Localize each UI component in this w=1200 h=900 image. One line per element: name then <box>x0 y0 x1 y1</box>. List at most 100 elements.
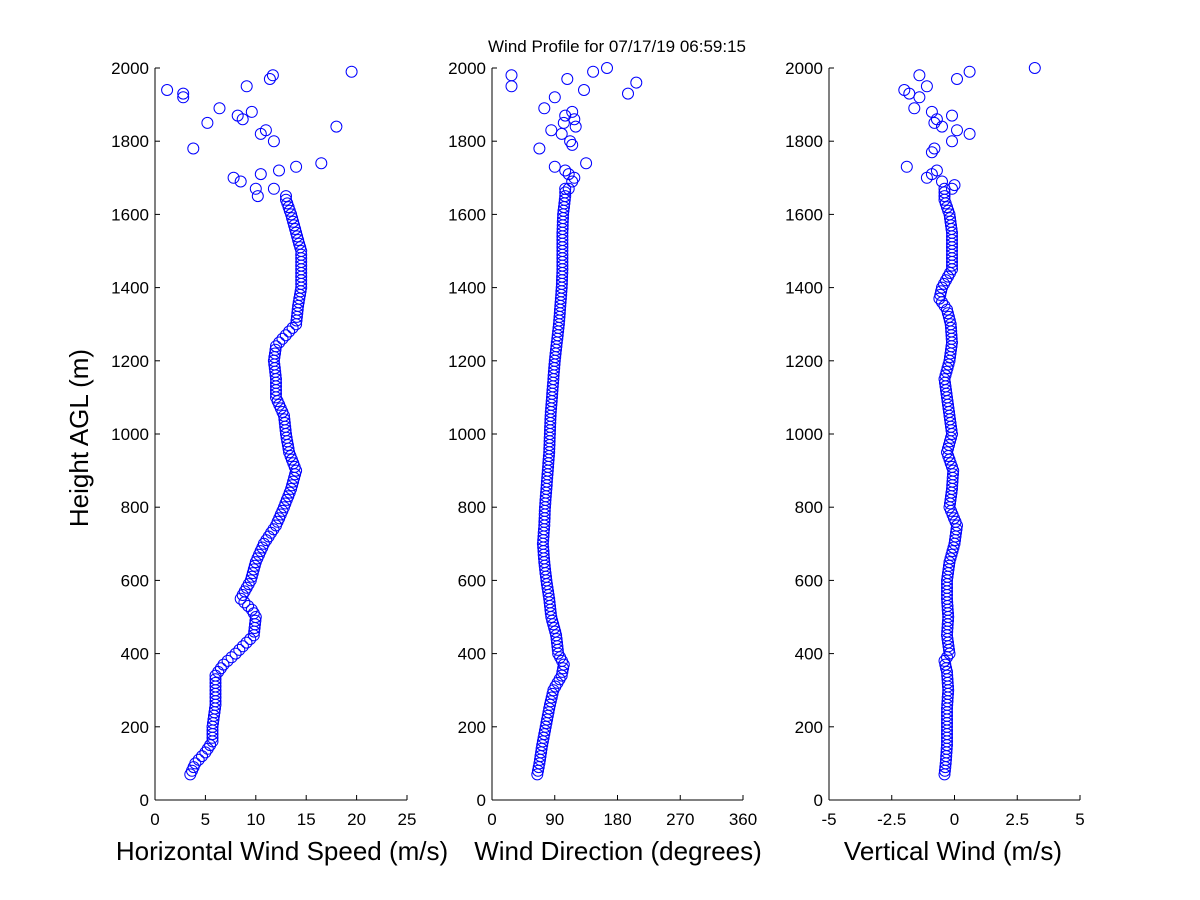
speed-data-point <box>280 190 292 203</box>
speed-data-point <box>233 643 246 656</box>
speed-x-tick-label: 0 <box>150 810 159 829</box>
speed-data-point <box>292 234 305 246</box>
direction-data-point <box>505 69 518 82</box>
vertical-data-point <box>947 541 960 554</box>
direction-y-tick-label: 1000 <box>448 425 486 444</box>
speed-data-point <box>177 91 190 104</box>
speed-data-point <box>229 647 242 660</box>
speed-data-point <box>345 65 358 78</box>
speed-y-tick-label: 1400 <box>111 279 149 298</box>
speed-data-point <box>204 739 217 752</box>
speed-x-tick-label: 5 <box>201 810 210 829</box>
vertical-data-point <box>941 651 953 664</box>
speed-data-point <box>177 87 190 100</box>
speed-y-tick-label: 1600 <box>111 205 149 224</box>
vertical-y-tick-label: 2000 <box>785 59 823 78</box>
direction-data-point <box>559 190 572 203</box>
direction-data-point <box>547 618 560 631</box>
speed-data-point <box>245 603 258 616</box>
speed-data-point <box>287 475 300 488</box>
direction-data-point <box>555 127 568 140</box>
speed-x-tick-label: 25 <box>398 810 417 829</box>
vertical-data-point <box>936 175 948 188</box>
vertical-data-point <box>950 523 963 536</box>
vertical-data-point <box>944 435 956 448</box>
speed-data-point <box>231 109 244 122</box>
speed-data-point <box>290 160 303 173</box>
speed-data-point <box>267 135 280 148</box>
speed-data-point <box>287 215 300 228</box>
speed-y-tick-label: 1200 <box>111 352 149 371</box>
speed-data-point <box>286 321 299 334</box>
vertical-data-point <box>951 124 963 137</box>
speed-data-point <box>201 116 214 129</box>
vertical-data-point <box>946 545 959 558</box>
vertical-data-point <box>941 446 953 459</box>
vertical-x-tick-label: -5 <box>821 810 836 829</box>
speed-data-point <box>217 658 230 671</box>
speed-data-point <box>286 212 299 225</box>
speed-data-point <box>189 757 202 770</box>
y-axis-label: Height AGL (m) <box>64 349 94 527</box>
direction-data-point <box>548 91 561 104</box>
speed-x-tick-label: 15 <box>297 810 316 829</box>
vertical-y-tick-label: 600 <box>795 571 823 590</box>
speed-axes: 0 200 400 600 800 1000 1200 1400 1600 1800 2000 0 5 1… <box>111 59 416 829</box>
vertical-data-point <box>900 160 913 173</box>
speed-data-point <box>234 175 247 188</box>
direction-data-point <box>630 76 643 89</box>
direction-y-tick-label: 1800 <box>448 132 486 151</box>
speed-data-point <box>242 600 255 612</box>
speed-data-point <box>240 80 253 93</box>
speed-data-point <box>267 523 280 536</box>
vertical-data-point <box>930 164 943 177</box>
direction-y-tick-label: 0 <box>477 791 486 810</box>
direction-data-point <box>587 65 600 78</box>
speed-data-point <box>266 69 279 82</box>
speed-data-point <box>291 230 304 243</box>
direction-data-point <box>548 160 561 173</box>
vertical-x-tick-label: 5 <box>1075 810 1084 829</box>
vertical-data-point <box>1028 62 1041 74</box>
vertical-data-point <box>944 552 957 565</box>
speed-y-tick-label: 2000 <box>111 59 149 78</box>
direction-data-point <box>580 157 593 170</box>
vertical-data-point <box>913 69 926 82</box>
speed-data-point <box>254 168 267 181</box>
vertical-y-tick-label: 1000 <box>785 425 823 444</box>
direction-data-point <box>549 625 562 638</box>
vertical-data-point <box>940 365 953 378</box>
speed-data-point <box>213 102 226 115</box>
vertical-y-tick-label: 800 <box>795 498 823 517</box>
speed-data-point <box>245 105 258 118</box>
speed-y-tick-label: 0 <box>140 791 149 810</box>
speed-data-point <box>249 182 262 195</box>
speed-y-tick-label: 400 <box>121 645 149 664</box>
speed-data-point <box>225 651 238 664</box>
speed-data-point <box>244 633 257 645</box>
speed-y-tick-label: 800 <box>121 498 149 517</box>
direction-data-point <box>553 673 566 686</box>
speed-data-point <box>161 84 174 96</box>
vertical-data-point <box>920 80 933 93</box>
vertical-x-tick-label: -2.5 <box>877 810 906 829</box>
speed-data-point <box>251 190 264 203</box>
direction-data-point <box>562 182 575 195</box>
speed-markers <box>161 65 358 781</box>
speed-data-point <box>263 73 276 85</box>
speed-data-point <box>196 750 208 763</box>
speed-data-point <box>212 665 225 678</box>
vertical-data-point <box>908 102 921 115</box>
direction-data-point <box>546 614 559 627</box>
direction-data-point <box>559 164 572 177</box>
direction-data-point <box>533 142 546 155</box>
direction-data-point <box>559 109 572 122</box>
vertical-axes: 0 200 400 600 800 1000 1200 1400 1600 1800 2000 -5 -… <box>785 59 1085 829</box>
speed-y-tick-label: 600 <box>121 571 149 590</box>
vertical-panel: 0 200 400 600 800 1000 1200 1400 1600 1800 2000 -5 -… <box>785 59 1085 866</box>
direction-data-point <box>578 84 590 96</box>
vertical-data-point <box>938 299 951 312</box>
direction-data-point <box>538 102 551 115</box>
vertical-data-point <box>928 116 941 129</box>
speed-data-point <box>288 471 301 484</box>
